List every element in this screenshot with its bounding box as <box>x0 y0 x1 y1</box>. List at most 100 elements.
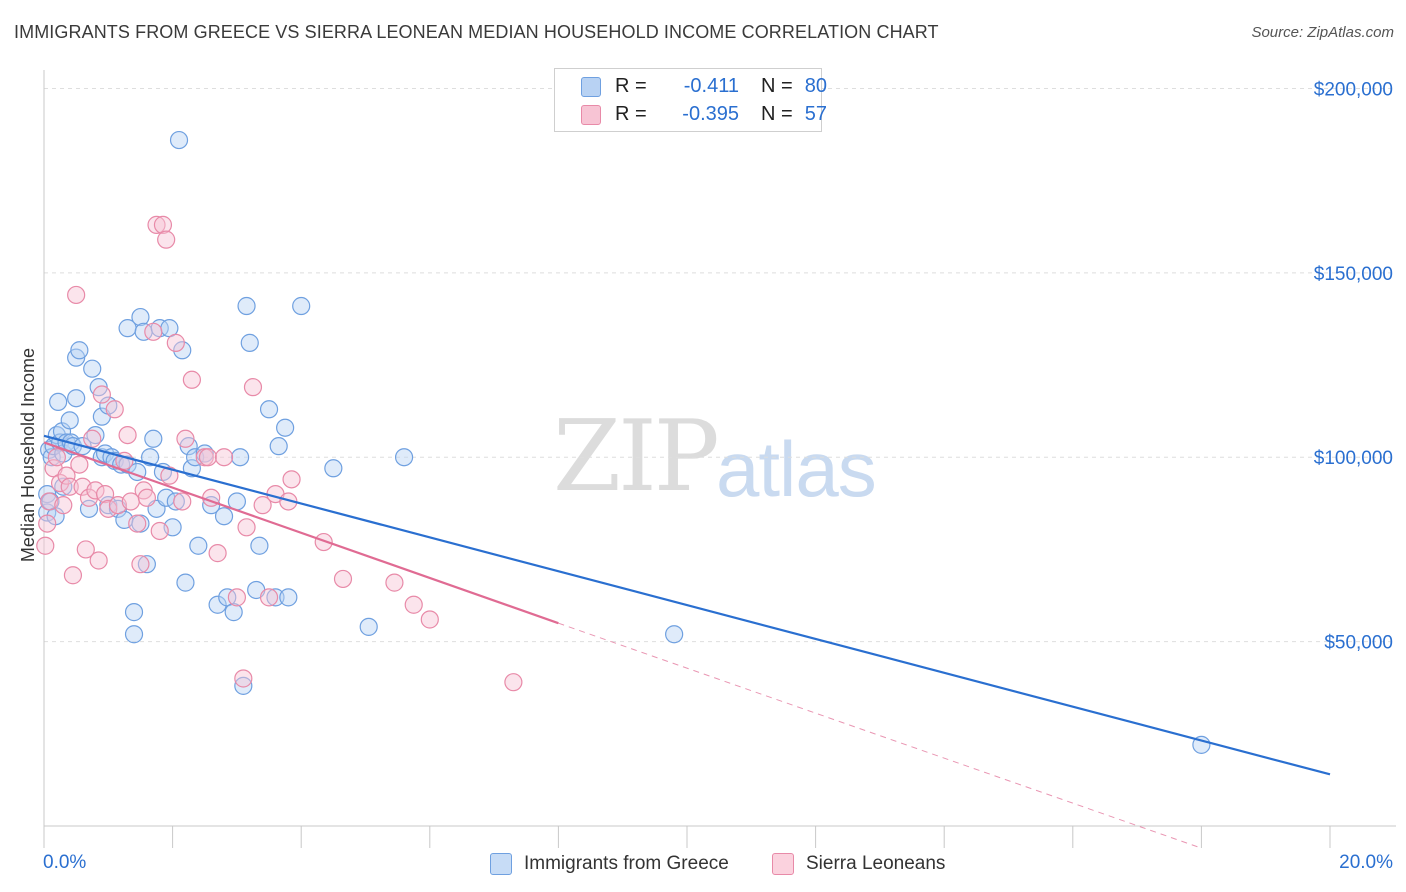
data-point-greece <box>266 588 285 607</box>
y-tick-label: $150,000 <box>1314 264 1393 285</box>
data-point-sierra <box>118 425 137 445</box>
data-point-sierra <box>237 518 256 537</box>
legend-n-value: 80 <box>804 74 827 97</box>
data-point-greece <box>665 625 684 644</box>
trend-line-sierra <box>43 441 559 625</box>
legend-n-value: 57 <box>804 102 827 125</box>
data-point-greece <box>324 459 343 478</box>
data-point-greece <box>137 555 156 574</box>
legend-r-label: R = <box>615 74 647 97</box>
data-point-greece <box>186 448 205 467</box>
data-point-greece <box>67 389 86 408</box>
data-point-sierra <box>147 215 166 234</box>
data-point-greece <box>250 536 269 555</box>
data-point-greece <box>224 603 243 622</box>
data-point-sierra <box>420 610 439 629</box>
data-point-sierra <box>166 333 185 352</box>
y-axis-label: Median Household Income <box>18 348 38 562</box>
legend-n-label: N = <box>761 102 793 125</box>
data-point-greece <box>144 429 163 448</box>
data-point-sierra <box>153 215 173 234</box>
trend-extension-sierra <box>558 622 1202 849</box>
y-tick-label: $50,000 <box>1324 633 1393 654</box>
data-point-sierra <box>173 492 192 511</box>
data-point-greece <box>231 448 250 467</box>
data-point-sierra <box>89 551 108 570</box>
data-point-sierra <box>54 496 73 515</box>
data-point-greece <box>131 307 150 327</box>
legend-swatch-greece <box>581 77 601 97</box>
data-point-greece <box>240 333 259 352</box>
legend-r-value: -0.395 <box>682 102 739 125</box>
data-point-sierra <box>92 385 111 404</box>
data-point-sierra <box>404 595 423 614</box>
data-point-sierra <box>131 555 150 574</box>
data-point-sierra <box>47 448 66 467</box>
data-point-sierra <box>137 488 156 507</box>
data-point-greece <box>359 617 378 636</box>
source-label: Source: ZipAtlas.com <box>1251 24 1394 41</box>
data-point-greece <box>70 341 89 360</box>
data-point-sierra <box>157 230 176 249</box>
data-point-greece <box>279 588 298 607</box>
stats-legend: R = -0.411 N = 80 R = -0.395 N = 57 <box>554 68 827 132</box>
data-point-sierra <box>160 466 179 485</box>
data-point-greece <box>83 359 102 378</box>
data-point-sierra <box>95 484 115 504</box>
data-point-sierra <box>99 499 118 518</box>
legend-n-label: N = <box>761 74 793 97</box>
data-point-sierra <box>144 322 163 341</box>
data-point-sierra <box>70 455 89 474</box>
data-point-sierra <box>40 492 59 511</box>
data-point-sierra <box>128 514 147 533</box>
bottom-legend-label-sierra: Sierra Leoneans <box>806 853 946 874</box>
x-tick-label: 0.0% <box>43 852 86 873</box>
y-tick-label: $100,000 <box>1314 448 1393 469</box>
data-point-sierra <box>182 370 201 389</box>
trend-line-greece <box>43 434 1331 776</box>
data-point-sierra <box>60 477 79 496</box>
data-point-sierra <box>38 514 57 533</box>
data-point-sierra <box>57 466 76 485</box>
data-point-sierra <box>227 588 246 607</box>
data-point-sierra <box>282 470 301 489</box>
legend-r-label: R = <box>615 102 647 125</box>
data-point-sierra <box>234 669 253 688</box>
data-point-greece <box>208 595 227 614</box>
data-point-sierra <box>86 481 105 500</box>
data-point-greece <box>166 492 185 511</box>
data-point-greece <box>269 437 288 456</box>
data-point-sierra <box>36 536 55 555</box>
data-point-sierra <box>105 400 124 419</box>
chart-title: IMMIGRANTS FROM GREECE VS SIERRA LEONEAN… <box>14 22 939 42</box>
data-point-sierra <box>243 378 263 397</box>
data-point-sierra <box>83 429 102 448</box>
data-point-sierra <box>385 573 404 592</box>
data-point-sierra <box>504 673 523 692</box>
data-point-greece <box>176 573 195 592</box>
data-point-sierra <box>253 496 272 515</box>
data-point-greece <box>140 448 160 467</box>
legend-swatch-sierra <box>581 105 601 125</box>
data-point-greece <box>124 603 144 622</box>
data-point-greece <box>214 507 234 526</box>
x-tick-label: 20.0% <box>1339 852 1393 873</box>
data-point-greece <box>60 411 79 430</box>
data-point-greece <box>276 418 295 437</box>
data-point-greece <box>169 130 189 150</box>
data-point-greece <box>394 448 414 467</box>
data-point-sierra <box>198 448 218 467</box>
watermark-atlas: atlas <box>716 425 877 513</box>
data-point-sierra <box>150 521 169 541</box>
data-point-greece <box>259 400 279 419</box>
y-tick-label: $200,000 <box>1314 79 1393 100</box>
legend-r-value: -0.411 <box>683 74 739 97</box>
data-point-greece <box>173 341 192 360</box>
data-point-sierra <box>63 566 83 585</box>
bottom-legend-swatch-greece <box>490 853 512 875</box>
bottom-legend-label-greece: Immigrants from Greece <box>524 853 729 874</box>
data-point-greece <box>234 676 253 695</box>
data-point-sierra <box>333 569 353 589</box>
data-point-sierra <box>259 588 279 607</box>
